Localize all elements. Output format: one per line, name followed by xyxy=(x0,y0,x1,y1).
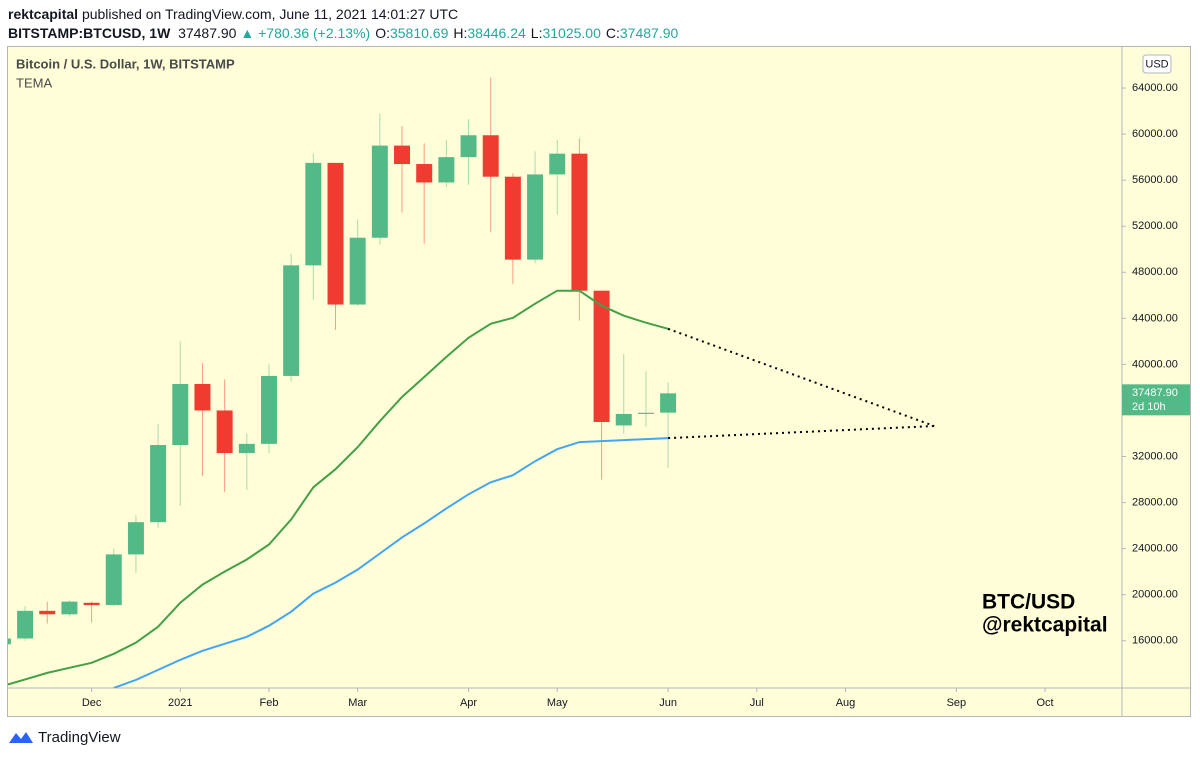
candle-body xyxy=(615,413,632,426)
chart-title: Bitcoin / U.S. Dollar, 1W, BITSTAMP xyxy=(16,56,235,71)
candle-body xyxy=(150,445,167,523)
ohlc-value: 37487.90 xyxy=(619,25,679,41)
x-tick-label: Jun xyxy=(659,697,677,709)
candle-body xyxy=(105,554,122,606)
x-tick-label: 2021 xyxy=(168,697,192,709)
countdown: 2d 10h xyxy=(1132,401,1166,413)
chart-container: Bitcoin / U.S. Dollar, 1W, BITSTAMP TEMA… xyxy=(0,46,1200,723)
symbol-line: BITSTAMP:BTCUSD, 1W 37487.90 ▲ +780.36 (… xyxy=(8,24,678,43)
currency: USD xyxy=(1145,58,1168,70)
plot xyxy=(8,77,935,688)
candle-body xyxy=(216,410,233,454)
candle-body xyxy=(238,443,255,454)
indicator-line xyxy=(113,437,669,688)
y-tick-label: 64000.00 xyxy=(1132,82,1178,94)
candle-body xyxy=(261,375,277,444)
last-price-box xyxy=(1122,384,1190,416)
candle-body xyxy=(61,601,78,615)
y-tick-label: 28000.00 xyxy=(1132,497,1178,509)
ohlc-label: H: xyxy=(453,25,468,41)
y-tick-label: 32000.00 xyxy=(1132,450,1178,462)
x-tick-label: Mar xyxy=(348,697,367,709)
candle-body xyxy=(127,522,144,555)
candle-body xyxy=(327,162,344,305)
symbol: BITSTAMP:BTCUSD, 1W xyxy=(8,25,171,41)
candle-body xyxy=(194,383,211,411)
last: 37487.90 xyxy=(178,25,237,41)
ohlc-label: O: xyxy=(375,25,390,41)
ohlc-value: 38446.24 xyxy=(467,25,526,41)
published: published on TradingView.com, June 11, 2… xyxy=(81,6,459,22)
chart: Bitcoin / U.S. Dollar, 1W, BITSTAMP TEMA… xyxy=(7,46,1191,717)
candle-body xyxy=(482,135,499,177)
candle-body xyxy=(416,164,433,183)
x-tick-label: Oct xyxy=(1036,697,1053,709)
brand: TradingView xyxy=(38,728,121,746)
candle-body xyxy=(460,135,477,158)
ohlc-value: 31025.00 xyxy=(542,25,601,41)
candle-body xyxy=(571,153,588,291)
x-tick-label: Jul xyxy=(750,697,764,709)
currency-button[interactable] xyxy=(1142,54,1172,74)
x-tick-label: Sep xyxy=(947,697,967,709)
candle-body xyxy=(504,176,521,260)
candle-body xyxy=(83,602,100,606)
candle-body xyxy=(394,145,411,165)
indicator-line xyxy=(8,289,669,686)
y-tick-label: 40000.00 xyxy=(1132,358,1178,370)
ohlc-label: C: xyxy=(605,25,620,41)
ohlc-label: L: xyxy=(530,25,543,41)
header: rektcapital published on TradingView.com… xyxy=(8,5,678,43)
y-tick-label: 60000.00 xyxy=(1132,128,1178,140)
y-tick-label: 44000.00 xyxy=(1132,312,1178,324)
y-tick-label: 56000.00 xyxy=(1132,174,1178,186)
candle-body xyxy=(371,145,388,238)
ohlc-value: 35810.69 xyxy=(389,25,449,41)
y-tick-label: 20000.00 xyxy=(1132,589,1178,601)
change: ▲ +780.36 (+2.13%) xyxy=(240,25,371,41)
x-tick-label: May xyxy=(547,697,568,709)
candle-body xyxy=(660,393,677,413)
publisher: rektcapital xyxy=(8,6,79,22)
y-tick-label: 16000.00 xyxy=(1132,635,1178,647)
indicator-name: TEMA xyxy=(16,75,52,90)
candle-body xyxy=(438,157,455,183)
candle-body xyxy=(8,638,11,645)
x-tick-label: Aug xyxy=(836,697,856,709)
publish-line: rektcapital published on TradingView.com… xyxy=(8,5,678,24)
candle-body xyxy=(39,610,56,615)
candle-body xyxy=(349,237,366,305)
candle-body xyxy=(172,383,189,446)
watermark: BTC/USD xyxy=(982,591,1075,614)
candle-body xyxy=(549,153,566,175)
x-tick-label: Dec xyxy=(82,697,102,709)
candle-body xyxy=(527,174,544,260)
y-tick-label: 48000.00 xyxy=(1132,266,1178,278)
candle-body xyxy=(593,290,610,422)
x-tick-label: Apr xyxy=(460,697,477,709)
candle-body xyxy=(283,265,300,376)
last-price-label: 37487.90 xyxy=(1132,387,1178,399)
trendline xyxy=(668,425,935,440)
x-tick-label: Feb xyxy=(259,697,278,709)
footer: TradingView xyxy=(8,728,121,746)
candle-body xyxy=(637,412,654,414)
candle-body xyxy=(17,610,34,639)
candle-body xyxy=(305,162,322,266)
y-tick-label: 52000.00 xyxy=(1132,220,1178,232)
logo xyxy=(9,732,33,743)
y-tick-label: 24000.00 xyxy=(1132,543,1178,555)
watermark: @rektcapital xyxy=(982,614,1108,637)
